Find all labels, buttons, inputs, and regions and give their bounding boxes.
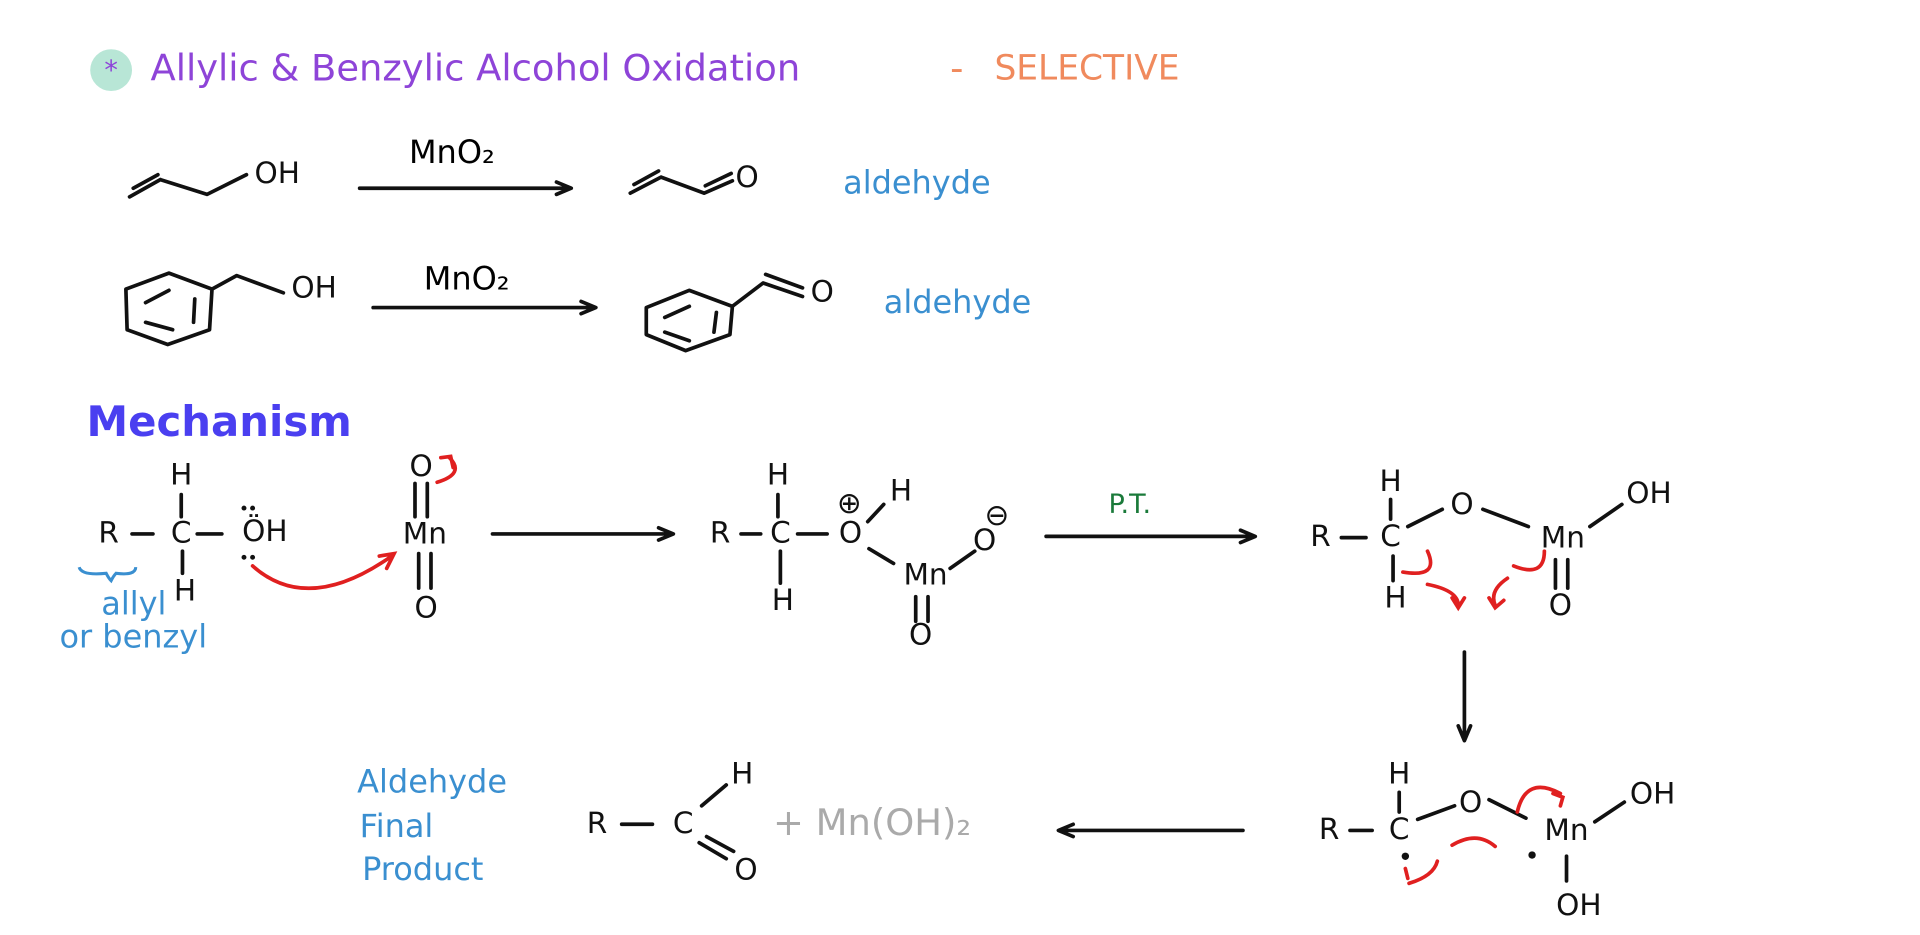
lone-pairs <box>241 505 1536 860</box>
product-label: aldehyde <box>843 164 991 202</box>
step-label: P.T. <box>1108 489 1151 520</box>
atom-label: C <box>171 515 192 549</box>
atom-label: Mn <box>403 517 447 551</box>
bonds <box>127 169 735 199</box>
atom-label: C <box>1380 519 1401 553</box>
atom-label: H <box>731 757 753 791</box>
bonds <box>124 271 805 353</box>
final-label: Final <box>360 807 434 845</box>
atom-label: C <box>770 515 791 549</box>
atom-label: ÖH <box>242 512 287 548</box>
byproduct: + Mn(OH)₂ <box>773 801 971 844</box>
atom-label: H <box>890 474 912 508</box>
atom-label: Mn <box>1544 813 1588 847</box>
atom-label: H <box>170 458 192 492</box>
atom-label: O <box>734 853 757 887</box>
atom-label: H <box>1388 757 1410 791</box>
atom-label: O <box>736 160 759 194</box>
atom-label: OH <box>254 156 299 190</box>
bullet-star: * <box>104 55 118 86</box>
separator: - <box>950 47 963 90</box>
atom-label: R <box>98 515 119 549</box>
reagent: MnO₂ <box>424 260 510 298</box>
final-label: Product <box>362 850 483 888</box>
atom-label: O <box>410 449 433 483</box>
reagent: MnO₂ <box>409 133 495 171</box>
atom-label: H <box>767 458 789 492</box>
atom-label: OH <box>1630 776 1675 810</box>
brace <box>77 566 138 584</box>
final-label: Aldehyde <box>357 763 507 801</box>
atom-label: O <box>414 590 437 624</box>
atom-label: ⊕ <box>837 486 862 520</box>
atom-label: O <box>1549 588 1572 622</box>
bullet <box>90 49 133 92</box>
atom-label: OH <box>1556 888 1601 922</box>
note: or benzyl <box>59 618 207 656</box>
atom-label: O <box>909 618 932 652</box>
atom-label: C <box>673 806 694 840</box>
atom-label: H <box>1379 464 1401 498</box>
title: Allylic & Benzylic Alcohol Oxidation <box>150 47 800 90</box>
bonds <box>130 481 1627 883</box>
arrows <box>250 454 1566 886</box>
atom-label: OH <box>1626 476 1671 510</box>
product-label: aldehyde <box>884 283 1032 321</box>
atom-label: OH <box>291 271 336 305</box>
atom-label: O <box>1459 785 1482 819</box>
atom-label: ⊖ <box>985 498 1010 532</box>
mechanism-title: Mechanism <box>87 397 352 446</box>
atom-label: O <box>1450 487 1473 521</box>
atom-label: Mn <box>1541 520 1585 554</box>
atom-label: O <box>811 274 834 308</box>
atom-label: H <box>174 573 196 607</box>
atom-label: Mn <box>903 557 947 591</box>
atom-label: R <box>1319 812 1340 846</box>
atom-label: C <box>1389 812 1410 846</box>
atom-label: O <box>973 523 996 557</box>
atom-label: R <box>587 806 608 840</box>
atom-label: O <box>839 515 862 549</box>
atom-label: H <box>1384 581 1406 615</box>
note: allyl <box>101 584 166 622</box>
emphasis: SELECTIVE <box>994 49 1179 89</box>
atom-label: R <box>1310 519 1331 553</box>
atom-label: H <box>772 583 794 617</box>
atom-label: R <box>710 515 731 549</box>
